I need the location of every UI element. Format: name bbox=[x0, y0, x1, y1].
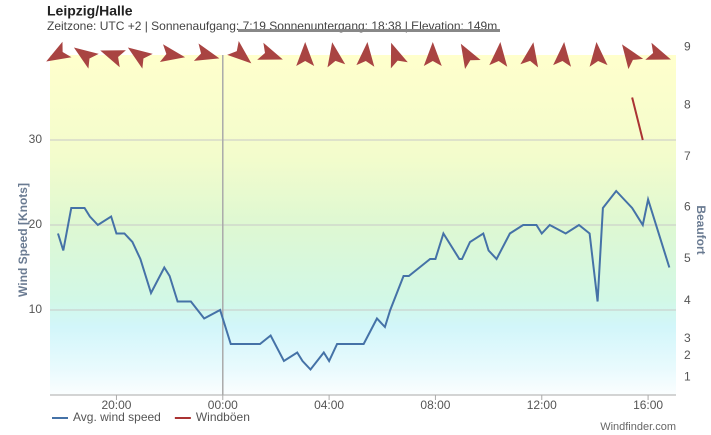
y2-tick-label: 6 bbox=[684, 199, 691, 213]
y2-tick-label: 5 bbox=[684, 251, 691, 265]
direction-arrow bbox=[553, 42, 572, 67]
y-tick-label: 20 bbox=[29, 217, 43, 231]
direction-arrow bbox=[100, 50, 126, 68]
y2-tick-label: 1 bbox=[684, 369, 691, 383]
direction-arrow bbox=[645, 42, 671, 60]
y2-tick-label: 7 bbox=[684, 149, 691, 163]
direction-arrow bbox=[589, 42, 608, 67]
y2-tick-label: 8 bbox=[684, 97, 691, 111]
x-tick-label: 00:00 bbox=[208, 398, 238, 412]
y2-tick-label: 3 bbox=[684, 331, 691, 345]
title: Leipzig/Halle bbox=[47, 3, 133, 19]
direction-arrow bbox=[227, 41, 252, 64]
direction-arrow bbox=[390, 42, 408, 69]
direction-arrow bbox=[193, 43, 220, 61]
direction-arrow bbox=[159, 44, 186, 62]
direction-arrow bbox=[73, 47, 99, 69]
y-tick-label: 30 bbox=[29, 132, 43, 146]
x-tick-label: 16:00 bbox=[633, 398, 663, 412]
legend-label: Avg. wind speed bbox=[73, 410, 161, 424]
direction-arrow bbox=[296, 42, 315, 66]
y2-tick-label: 2 bbox=[684, 348, 691, 362]
y-tick-label: 10 bbox=[29, 302, 43, 316]
direction-arrow bbox=[46, 41, 72, 62]
series-line bbox=[57, 189, 671, 372]
series-line bbox=[631, 97, 644, 141]
direction-arrow bbox=[257, 42, 283, 60]
scroll-indicator bbox=[238, 29, 500, 32]
y2-tick-label: 4 bbox=[684, 293, 691, 307]
y-axis-label: Wind Speed [Knots] bbox=[16, 183, 30, 297]
legend-label: Windböen bbox=[196, 410, 250, 424]
direction-arrow bbox=[520, 42, 539, 68]
y2-tick-label: 9 bbox=[684, 40, 691, 54]
x-tick-label: 08:00 bbox=[420, 398, 450, 412]
direction-arrow bbox=[356, 42, 375, 67]
x-tick-label: 04:00 bbox=[314, 398, 344, 412]
direction-arrow bbox=[127, 47, 153, 69]
x-tick-label: 12:00 bbox=[527, 398, 557, 412]
direction-arrow bbox=[423, 42, 442, 66]
direction-arrow bbox=[622, 44, 644, 70]
y2-axis-label: Beaufort bbox=[694, 205, 708, 254]
direction-arrow bbox=[489, 42, 508, 67]
credit: Windfinder.com bbox=[600, 421, 676, 433]
x-tick-label: 20:00 bbox=[101, 398, 131, 412]
direction-arrow bbox=[460, 43, 481, 70]
direction-arrow bbox=[327, 42, 346, 68]
